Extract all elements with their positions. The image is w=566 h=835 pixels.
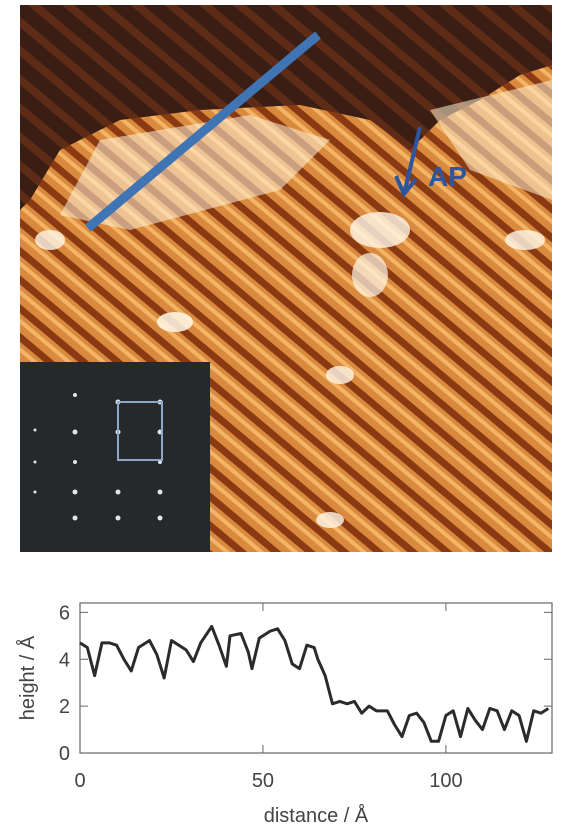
x-tick-label: 100 [429,770,462,792]
y-tick-label: 4 [59,649,70,671]
figure: AP distance / Å height / Å 0 50 100 0 2 4 6 [0,0,566,830]
plot-frame [80,603,552,753]
y-axis-label: height / Å [16,635,39,720]
y-tick-label: 0 [59,743,70,765]
profile-line [80,626,548,741]
x-tick-label: 0 [74,770,85,792]
x-tick-label: 50 [252,770,274,792]
x-axis-label: distance / Å [264,804,369,827]
stm-image [20,5,552,552]
y-tick-label: 6 [59,602,70,624]
y-tick-label: 2 [59,696,70,718]
annotation: AP [428,161,467,192]
